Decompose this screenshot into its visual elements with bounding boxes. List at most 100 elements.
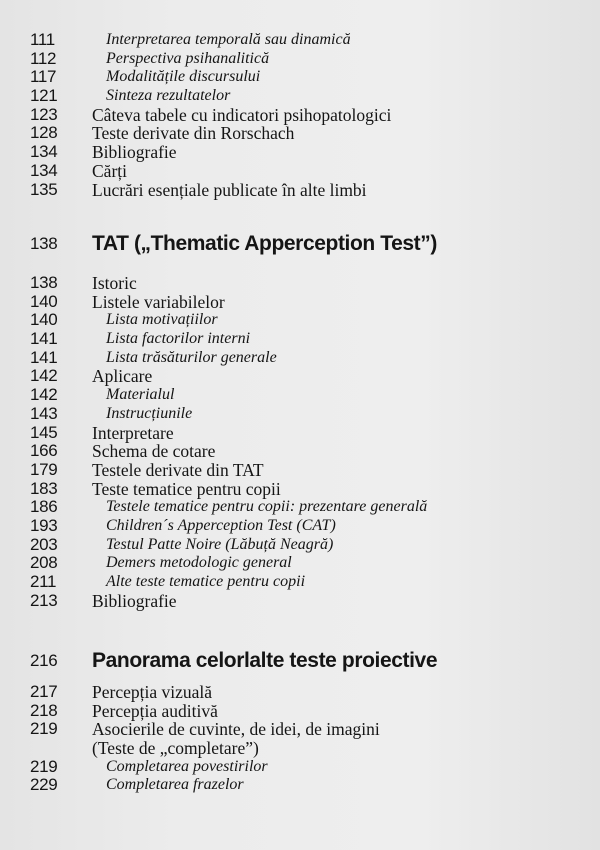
entry-title: Sinteza rezultatelor xyxy=(106,87,231,105)
page-number: 140 xyxy=(30,291,58,311)
page-number: 134 xyxy=(30,160,58,180)
toc-entry: 112 Perspectiva psihanalitică xyxy=(0,48,600,69)
page-number: 193 xyxy=(30,515,58,535)
entry-title: Istoric xyxy=(92,273,137,293)
entry-title: Materialul xyxy=(106,386,175,404)
toc-entry: 141 Lista trăsăturilor generale xyxy=(0,347,600,368)
toc-entry: 145 Interpretare xyxy=(0,422,600,443)
toc-entry: 138 Istoric xyxy=(0,273,600,293)
entry-title: Completarea frazelor xyxy=(106,776,244,794)
toc-entry: 135 Lucrări esențiale publicate în alte l… xyxy=(0,179,600,200)
page-number: 111 xyxy=(30,30,55,49)
page-number: 121 xyxy=(30,86,58,106)
entry-title: Schema de cotare xyxy=(92,441,216,462)
entry-title: Lista motivațiilor xyxy=(106,311,218,329)
page-number: 183 xyxy=(30,478,58,498)
page-number: 219 xyxy=(30,719,58,739)
toc-entry: 140 Lista motivațiilor xyxy=(0,311,600,330)
entry-title: (Teste de „completare”) xyxy=(92,738,259,759)
entry-title: Testele tematice pentru copii: prezentar… xyxy=(106,498,428,516)
toc-entry: 117 Modalitățile discursului xyxy=(0,68,600,87)
page-number: 138 xyxy=(30,273,58,292)
entry-title: Câteva tabele cu indicatori psihopatolog… xyxy=(92,104,392,125)
toc-entry: 179 Testele derivate din TAT xyxy=(0,459,600,480)
toc-entry: 211 Alte teste tematice pentru copii xyxy=(0,572,600,592)
toc-entry: 121 Sinteza rezultatelor xyxy=(0,86,600,106)
toc-entry: 111 Interpretarea temporală sau dinamică xyxy=(0,30,600,50)
toc-entry: 208 Demers metodologic general xyxy=(0,554,600,573)
toc-entry: 142 Materialul xyxy=(0,385,600,405)
entry-title: Interpretarea temporală sau dinamică xyxy=(106,31,351,48)
toc-entry: 140 Listele variabilelor xyxy=(0,291,600,312)
heading-title: Panorama celorlalte teste proiective xyxy=(92,649,438,672)
page-number: 128 xyxy=(30,123,58,143)
toc-entry: 134 Bibliografie xyxy=(0,142,600,163)
toc-entry: 219 Completarea povestirilor xyxy=(0,756,600,777)
toc-entry: 128 Teste derivate din Rorschach xyxy=(0,124,600,143)
toc-entry: 213 Bibliografie xyxy=(0,590,600,611)
page-number: 141 xyxy=(30,347,58,367)
toc-entry: 123 Câteva tabele cu indicatori psihopato… xyxy=(0,104,600,125)
toc-section: 217 Percepția vizuală 218 Percepția auditiv… xyxy=(0,682,600,795)
page-number: 229 xyxy=(30,775,58,795)
page-number: 145 xyxy=(30,422,58,442)
toc-entry: 217 Percepția vizuală xyxy=(0,682,600,702)
page-number: 218 xyxy=(30,700,58,720)
toc-entry: 134 Cărți xyxy=(0,160,600,181)
page-number: 219 xyxy=(30,756,58,776)
entry-title: Teste derivate din Rorschach xyxy=(92,123,295,144)
entry-title: Bibliografie xyxy=(92,590,177,611)
entry-title: Cărți xyxy=(92,160,127,181)
entry-title: Modalitățile discursului xyxy=(106,68,261,86)
page-number: 211 xyxy=(30,572,57,591)
entry-title: Completarea povestirilor xyxy=(106,757,268,775)
toc-entry: 141 Lista factorilor interni xyxy=(0,329,600,349)
page-number: 117 xyxy=(30,67,57,87)
page-number: 217 xyxy=(30,682,58,701)
page-number: 166 xyxy=(30,441,58,461)
page-number: 186 xyxy=(30,497,58,517)
page-number: 140 xyxy=(30,310,58,330)
toc-entry: 142 Aplicare xyxy=(0,367,600,386)
entry-title: Aplicare xyxy=(92,366,153,387)
entry-title: Percepția vizuală xyxy=(92,682,213,702)
toc-entry: 218 Percepția auditivă xyxy=(0,700,600,721)
toc-entry: 203 Testul Patte Noire (Lăbuță Neagră) xyxy=(0,534,600,555)
entry-title: Testele derivate din TAT xyxy=(92,459,264,480)
toc-entry: 229 Completarea frazelor xyxy=(0,776,600,795)
page-number: 203 xyxy=(30,534,58,554)
page-number: 135 xyxy=(30,179,58,199)
toc-entry: 193 Children´s Apperception Test (CAT) xyxy=(0,515,600,536)
page-number: 141 xyxy=(30,329,58,349)
entry-title: Lucrări esențiale publicate în alte limb… xyxy=(92,179,367,200)
heading-page-number: 138 xyxy=(30,234,58,253)
entry-title: Alte teste tematice pentru copii xyxy=(106,573,306,590)
heading-title: TAT („Thematic Apperception Test”) xyxy=(92,232,437,255)
page-number: 208 xyxy=(30,553,58,573)
toc-entry: (Teste de „completare”) xyxy=(0,739,600,758)
page-number: 112 xyxy=(30,48,57,68)
entry-title: Asocierile de cuvinte, de idei, de imagi… xyxy=(92,719,380,740)
entry-title: Lista factorilor interni xyxy=(106,330,251,348)
entry-title: Interpretare xyxy=(92,422,174,443)
toc-entry: 166 Schema de cotare xyxy=(0,441,600,462)
entry-title: Percepția auditivă xyxy=(92,700,218,721)
entry-title: Teste tematice pentru copii xyxy=(92,478,281,499)
entry-title: Children´s Apperception Test (CAT) xyxy=(106,516,336,534)
entry-title: Perspectiva psihanalitică xyxy=(106,49,270,67)
page-number: 179 xyxy=(30,459,58,479)
heading-page-number: 216 xyxy=(30,651,58,670)
entry-title: Instrucțiunile xyxy=(106,404,193,422)
entry-title: Demers metodologic general xyxy=(106,554,292,572)
entry-title: Bibliografie xyxy=(92,142,177,163)
entry-title: Lista trăsăturilor generale xyxy=(106,348,277,366)
toc-entry: 183 Teste tematice pentru copii xyxy=(0,478,600,499)
page-number: 134 xyxy=(30,142,58,162)
page-number: 142 xyxy=(30,366,58,386)
toc-section: 111 Interpretarea temporală sau dinamică 1… xyxy=(0,30,600,200)
entry-title: Testul Patte Noire (Lăbuță Neagră) xyxy=(106,535,334,553)
toc-entry: 143 Instrucțiunile xyxy=(0,403,600,424)
entry-title: Listele variabilelor xyxy=(92,291,225,312)
toc-entry: 219 Asocierile de cuvinte, de idei, de im… xyxy=(0,720,600,739)
page-number: 143 xyxy=(30,403,58,423)
